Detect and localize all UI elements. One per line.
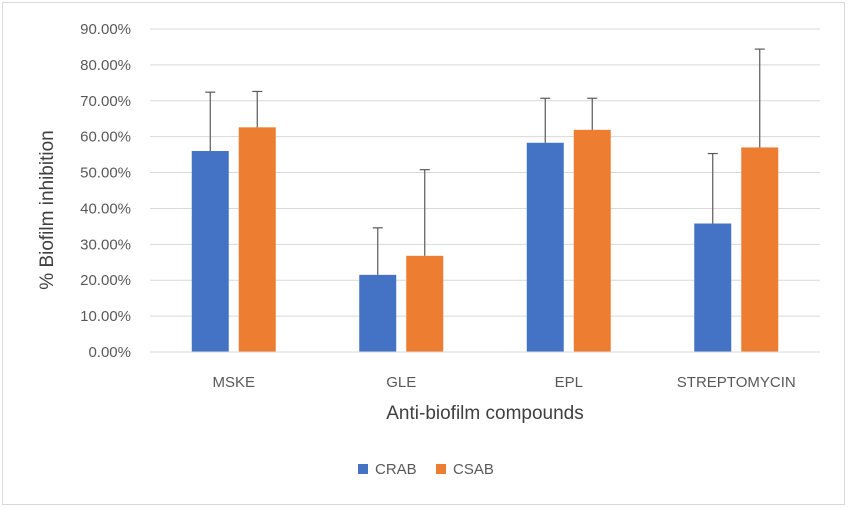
error-bars xyxy=(205,48,765,275)
y-tick-label: 30.00% xyxy=(80,236,131,253)
y-tick-label: 90.00% xyxy=(80,21,131,38)
y-axis-ticks: 0.00% 10.00% 20.00% 30.00% 40.00% 50.00% 60.00… xyxy=(80,21,131,361)
bar-csab-epl xyxy=(573,129,611,352)
y-tick-label: 70.00% xyxy=(80,93,131,110)
y-tick-label: 60.00% xyxy=(80,129,131,146)
bar-csab-streptomycin xyxy=(741,147,779,352)
legend-swatch-csab xyxy=(436,464,446,474)
y-tick-label: 0.00% xyxy=(88,344,131,361)
x-tick-label: EPL xyxy=(555,374,583,391)
bar-csab-gle xyxy=(406,255,444,352)
x-tick-label: MSKE xyxy=(212,374,255,391)
bar-crab-gle xyxy=(359,274,397,352)
bars xyxy=(191,127,779,352)
legend-swatch-crab xyxy=(358,464,368,474)
legend-label-crab: CRAB xyxy=(375,461,417,478)
y-axis-title: % Biofilm inhibition xyxy=(37,130,58,289)
y-tick-label: 20.00% xyxy=(80,272,131,289)
bar-crab-streptomycin xyxy=(694,223,732,352)
x-axis-ticks: MSKE GLE EPL STREPTOMYCIN xyxy=(212,374,795,391)
bar-csab-mske xyxy=(238,127,276,352)
x-tick-label: GLE xyxy=(386,374,416,391)
y-tick-label: 80.00% xyxy=(80,57,131,74)
legend: CRAB CSAB xyxy=(358,461,494,478)
x-tick-label: STREPTOMYCIN xyxy=(677,374,796,391)
y-tick-label: 40.00% xyxy=(80,200,131,217)
y-tick-label: 50.00% xyxy=(80,165,131,182)
x-axis-title: Anti-biofilm compounds xyxy=(386,403,583,424)
bar-crab-epl xyxy=(526,142,564,352)
bar-crab-mske xyxy=(191,151,229,352)
y-tick-label: 10.00% xyxy=(80,308,131,325)
legend-label-csab: CSAB xyxy=(453,461,494,478)
